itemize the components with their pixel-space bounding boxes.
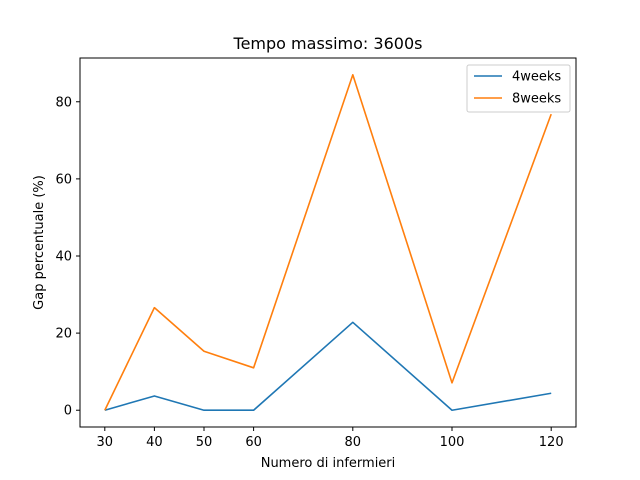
y-tick-label: 60 — [55, 172, 72, 187]
x-axis: 30 40 50 60 80 100 120 — [97, 427, 564, 450]
x-tick-label: 30 — [97, 435, 114, 450]
y-axis-label: Gap percentuale (%) — [32, 175, 47, 310]
x-tick-label: 50 — [196, 435, 213, 450]
y-tick-label: 20 — [55, 327, 72, 342]
x-axis-label: Numero di infermieri — [261, 456, 396, 471]
legend-label-8weeks: 8weeks — [512, 92, 561, 107]
y-axis: 0 20 40 60 80 — [55, 95, 80, 419]
series-layer — [104, 73, 552, 412]
x-tick-label: 60 — [245, 435, 262, 450]
x-tick-label: 40 — [146, 435, 163, 450]
series-line-8weeks — [104, 73, 552, 411]
x-tick-label: 80 — [345, 435, 362, 450]
plot-frame — [79, 57, 577, 428]
x-tick-label: 100 — [440, 435, 465, 450]
chart-title: Tempo massimo: 3600s — [233, 34, 423, 53]
legend-label-4weeks: 4weeks — [512, 70, 561, 85]
y-tick-label: 0 — [64, 404, 72, 419]
y-tick-label: 80 — [55, 95, 72, 110]
legend: 4weeks 8weeks — [466, 64, 571, 113]
x-tick-label: 120 — [539, 435, 564, 450]
y-tick-label: 40 — [55, 249, 72, 264]
series-line-4weeks — [104, 321, 552, 412]
